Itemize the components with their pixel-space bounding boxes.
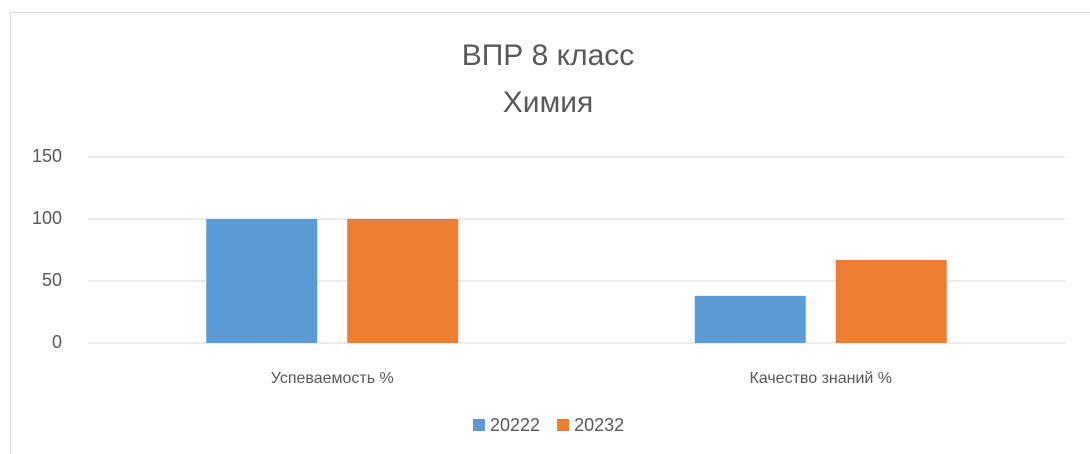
- chart-frame: [10, 12, 1090, 454]
- y-tick-label: 150: [32, 146, 62, 166]
- bar: [694, 295, 806, 343]
- legend-label: 20222: [490, 415, 540, 435]
- chart-subtitle: Химия: [503, 86, 593, 119]
- x-tick-label: Успеваемость %: [271, 370, 394, 387]
- legend-swatch: [473, 419, 485, 431]
- legend-label: 20232: [574, 415, 624, 435]
- legend-swatch: [557, 419, 570, 431]
- y-tick-label: 0: [52, 332, 62, 352]
- bar: [347, 219, 459, 343]
- chart-title: ВПР 8 класс: [462, 39, 635, 72]
- bar: [835, 259, 947, 343]
- x-tick-label: Качество знаний %: [749, 370, 892, 387]
- y-tick-label: 100: [32, 208, 62, 228]
- y-tick-label: 50: [42, 270, 62, 290]
- bar: [206, 219, 318, 343]
